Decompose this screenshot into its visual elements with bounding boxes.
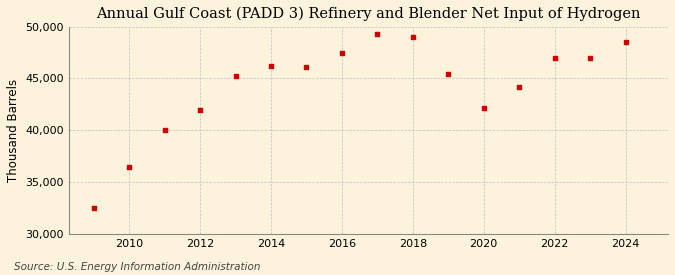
Title: Annual Gulf Coast (PADD 3) Refinery and Blender Net Input of Hydrogen: Annual Gulf Coast (PADD 3) Refinery and …	[97, 7, 641, 21]
Point	[124, 164, 134, 169]
Point	[408, 35, 418, 39]
Point	[301, 65, 312, 69]
Point	[372, 32, 383, 36]
Point	[443, 72, 454, 76]
Point	[514, 85, 524, 89]
Point	[479, 105, 489, 110]
Point	[230, 74, 241, 79]
Point	[585, 56, 595, 60]
Point	[549, 56, 560, 60]
Point	[159, 128, 170, 133]
Y-axis label: Thousand Barrels: Thousand Barrels	[7, 79, 20, 182]
Point	[88, 206, 99, 210]
Point	[266, 64, 277, 68]
Point	[337, 50, 348, 55]
Point	[195, 107, 206, 112]
Text: Source: U.S. Energy Information Administration: Source: U.S. Energy Information Administ…	[14, 262, 260, 272]
Point	[620, 40, 631, 45]
